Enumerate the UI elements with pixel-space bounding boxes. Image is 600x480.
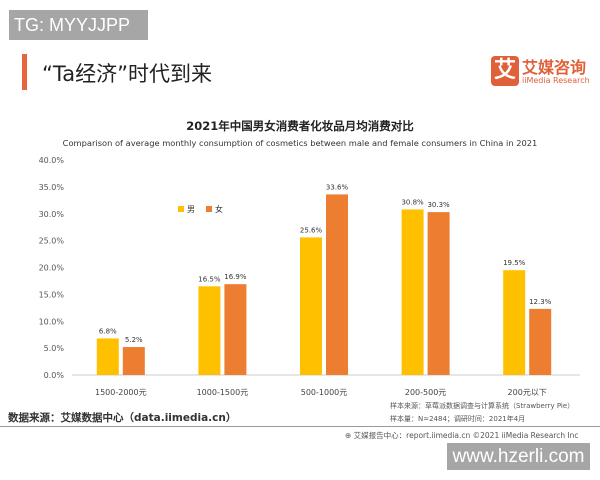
data-label: 30.8%: [401, 198, 424, 206]
sample-source-note: 样本来源：草莓派数据调查与计算系统（Strawberry Pie）: [390, 402, 575, 410]
bar-female: [529, 308, 552, 375]
data-source: 数据来源：艾媒数据中心（data.iimedia.cn）: [8, 412, 237, 424]
bar-female: [224, 284, 247, 375]
watermark-bottom: www.hzerli.com: [447, 443, 590, 470]
data-label: 6.8%: [99, 327, 117, 335]
bar-female: [326, 194, 348, 375]
data-label: 12.3%: [529, 298, 552, 306]
data-label: 16.9%: [224, 273, 247, 281]
data-label: 5.2%: [125, 336, 143, 344]
legend-swatch: [178, 206, 184, 212]
y-tick-label: 15.0%: [39, 290, 65, 299]
divider: [0, 426, 600, 427]
bar-female: [122, 347, 145, 375]
sample-size-note: 样本量：N=2484；调研时间：2021年4月: [390, 415, 526, 423]
y-tick-label: 0.0%: [44, 371, 65, 380]
page-title: “Ta经济”时代到来: [42, 62, 212, 86]
y-tick-label: 35.0%: [39, 183, 65, 192]
x-tick-label: 1000-1500元: [197, 388, 249, 397]
y-tick-label: 10.0%: [39, 317, 65, 326]
bar-male: [96, 338, 119, 375]
watermark-top: TG: MYYJJPP: [9, 10, 148, 40]
chart-subtitle: Comparison of average monthly consumptio…: [62, 138, 538, 148]
x-tick-label: 200元以下: [508, 388, 547, 397]
bar-male: [198, 286, 221, 375]
footer-credit: ⊕ 艾媒报告中心：report.iimedia.cn ©2021 iiMedia…: [345, 431, 579, 440]
brand-name: 艾媒咨询: [522, 58, 587, 77]
bar-male: [300, 237, 322, 375]
data-label: 25.6%: [300, 226, 323, 234]
x-tick-label: 1500-2000元: [95, 388, 147, 397]
chart-title: 2021年中国男女消费者化妆品月均消费对比: [186, 119, 414, 133]
y-tick-label: 25.0%: [39, 237, 65, 246]
y-tick-label: 5.0%: [44, 344, 65, 353]
data-label: 30.3%: [427, 201, 450, 209]
x-tick-label: 500-1000元: [301, 388, 348, 397]
brand-logo: 艾: [491, 56, 519, 86]
bar-female: [427, 212, 450, 375]
data-label: 33.6%: [326, 183, 349, 191]
bar-male: [503, 270, 526, 375]
legend-label: 男: [187, 205, 195, 214]
title-accent-bar: [22, 54, 27, 90]
x-tick-label: 200-500元: [405, 388, 446, 397]
data-label: 19.5%: [503, 259, 526, 267]
legend-swatch: [206, 206, 212, 212]
bar-male: [401, 209, 424, 375]
legend-label: 女: [215, 204, 223, 214]
brand-name-en: iiMedia Research: [522, 76, 590, 85]
data-label: 16.5%: [198, 275, 221, 283]
y-tick-label: 20.0%: [39, 264, 65, 273]
y-tick-label: 40.0%: [39, 156, 65, 165]
y-tick-label: 30.0%: [39, 210, 65, 219]
